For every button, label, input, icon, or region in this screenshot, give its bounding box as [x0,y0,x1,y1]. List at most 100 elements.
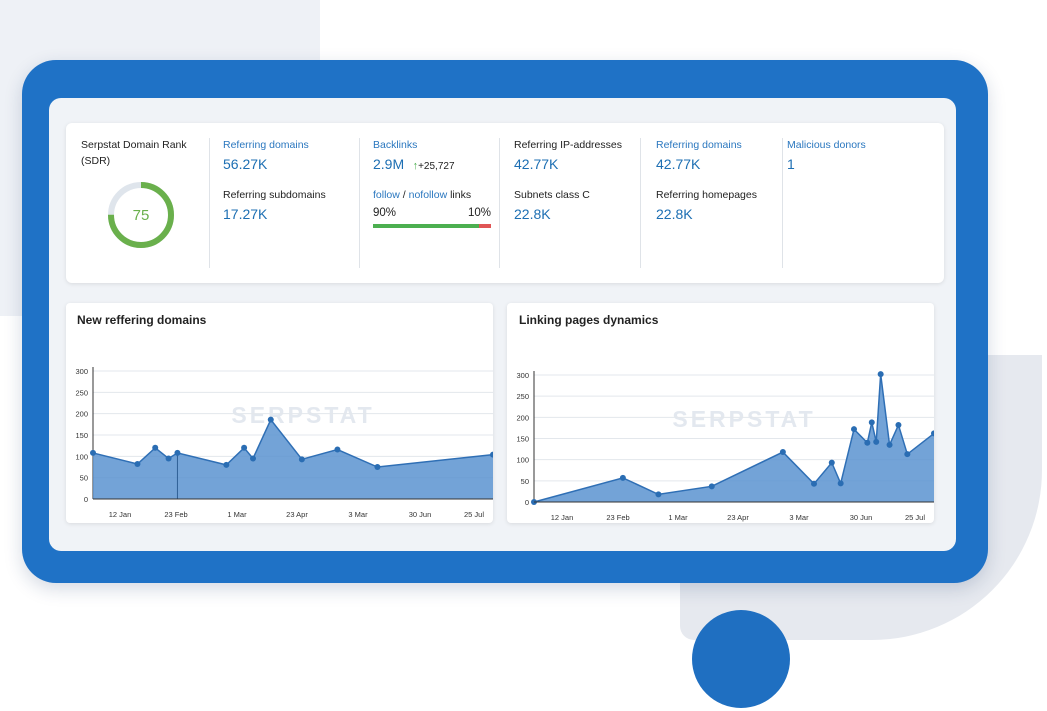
y-tick-label: 300 [75,367,88,376]
arrow-up-icon: ↑ [412,160,419,172]
x-tick-label: 12 Jan [551,513,574,522]
backlinks-value-row: 2.9M ↑+25,727 [373,156,499,174]
y-tick-label: 150 [75,431,88,440]
data-point[interactable] [298,456,305,463]
referring-subdomains-label: Referring subdomains [223,189,326,201]
y-tick-label: 300 [516,371,529,380]
follow-link[interactable]: follow [373,189,400,201]
y-tick-label: 0 [84,495,88,504]
y-tick-label: 50 [80,474,88,483]
linking-pages-card: Linking pages dynamics SERPSTAT 0 50 100 150… [507,303,934,523]
domain-rank-value: 75 [133,207,150,224]
watermark: SERPSTAT [672,406,815,432]
area-fill [93,419,493,499]
referring-domains-2-link[interactable]: Referring domains [656,139,742,151]
data-point[interactable] [904,451,911,458]
data-point[interactable] [873,438,880,445]
data-point[interactable] [90,449,96,456]
referring-domains-link[interactable]: Referring domains [223,139,309,151]
backlinks-value: 2.9M [373,156,405,172]
data-point[interactable] [931,430,934,437]
data-point[interactable] [877,371,884,378]
x-tick-label: 30 Jun [850,513,873,522]
y-tick-label: 100 [75,452,88,461]
referring-homepages-label: Referring homepages [656,189,757,201]
malicious-donors-value: 1 [787,156,795,172]
watermark: SERPSTAT [231,402,374,428]
data-point[interactable] [828,459,835,466]
data-point[interactable] [655,491,662,498]
referring-domains-2-column: Referring domains 42.77K Referring homep… [656,138,783,268]
malicious-donors-column: Malicious donors 1 [787,138,927,268]
malicious-donors-link[interactable]: Malicious donors [787,139,866,151]
linking-pages-chart: SERPSTAT 0 50 100 150 200 250 300 12 Jan 23 Feb 1 … [516,371,934,522]
subnets-value: 22.8K [514,206,551,222]
data-point[interactable] [490,451,493,458]
referring-domains-column: Referring domains 56.27K Referring subdo… [223,138,360,268]
data-point[interactable] [868,419,875,426]
data-point[interactable] [851,426,857,433]
data-point[interactable] [864,439,871,446]
y-tick-label: 250 [516,392,529,401]
x-tick-label: 12 Jan [109,510,132,519]
data-point[interactable] [334,446,341,453]
new-referring-domains-chart: SERPSTAT 0 50 100 150 200 250 300 12 Jan 23 Feb 1 … [75,367,493,519]
follow-links-label: follow / nofollow links [373,189,499,201]
x-tick-label: 23 Apr [727,513,749,522]
x-tick-label: 25 Jul [905,513,925,522]
follow-percent-row: 90% 10% [373,207,491,221]
stats-card: Serpstat Domain Rank (SDR) 75 Referring … [66,123,944,283]
x-tick-label: 3 Mar [348,510,368,519]
referring-domains-value: 56.27K [223,156,268,172]
background-circle [692,610,790,708]
y-tick-label: 50 [521,477,529,486]
data-point[interactable] [837,480,844,487]
x-tick-label: 30 Jun [409,510,432,519]
data-point[interactable] [886,441,893,448]
data-point[interactable] [811,480,817,487]
follow-separator: / [402,189,406,201]
referring-ips-column: Referring IP-addresses 42.77K Subnets cl… [514,138,641,268]
y-tick-label: 0 [525,498,529,507]
x-tick-label: 3 Mar [789,513,809,522]
links-suffix: links [450,189,472,201]
x-tick-label: 25 Jul [464,510,484,519]
domain-rank-gauge: 75 [106,180,176,250]
y-tick-label: 200 [75,410,88,419]
subnets-label: Subnets class C [514,189,590,201]
backlinks-link[interactable]: Backlinks [373,139,418,151]
data-point[interactable] [895,421,902,428]
y-tick-label: 250 [75,388,88,397]
referring-domains-2-value: 42.77K [656,156,701,172]
backlinks-column: Backlinks 2.9M ↑+25,727 follow / nofollo… [373,138,500,268]
data-point[interactable] [267,416,274,423]
data-point[interactable] [250,455,256,462]
data-point[interactable] [779,449,786,456]
nofollow-percent: 10% [467,207,491,219]
referring-ips-value: 42.77K [514,156,559,172]
domain-rank-label: Serpstat Domain Rank [81,139,187,151]
y-tick-label: 100 [516,456,529,465]
chart-title: Linking pages dynamics [519,313,659,327]
referring-subdomains-value: 17.27K [223,206,268,222]
x-tick-label: 23 Feb [606,513,629,522]
follow-ratio-bar [373,224,491,228]
referring-ips-label: Referring IP-addresses [514,139,622,151]
data-point[interactable] [134,461,141,468]
new-referring-domains-card: New reffering domains SERPSTAT 0 50 100 150 2… [66,303,493,523]
backlinks-delta: +25,727 [418,161,455,172]
data-point[interactable] [174,449,181,456]
data-point[interactable] [165,455,172,462]
chart-title: New reffering domains [77,313,207,327]
data-point[interactable] [241,444,248,451]
data-point[interactable] [374,464,381,470]
data-point[interactable] [152,444,159,451]
data-point[interactable] [708,483,715,490]
nofollow-link[interactable]: nofollow [408,189,448,201]
data-point[interactable] [223,461,230,468]
data-point[interactable] [619,474,626,481]
x-tick-label: 1 Mar [227,510,247,519]
y-tick-label: 150 [516,435,529,444]
domain-rank-column: Serpstat Domain Rank (SDR) 75 [81,138,210,268]
